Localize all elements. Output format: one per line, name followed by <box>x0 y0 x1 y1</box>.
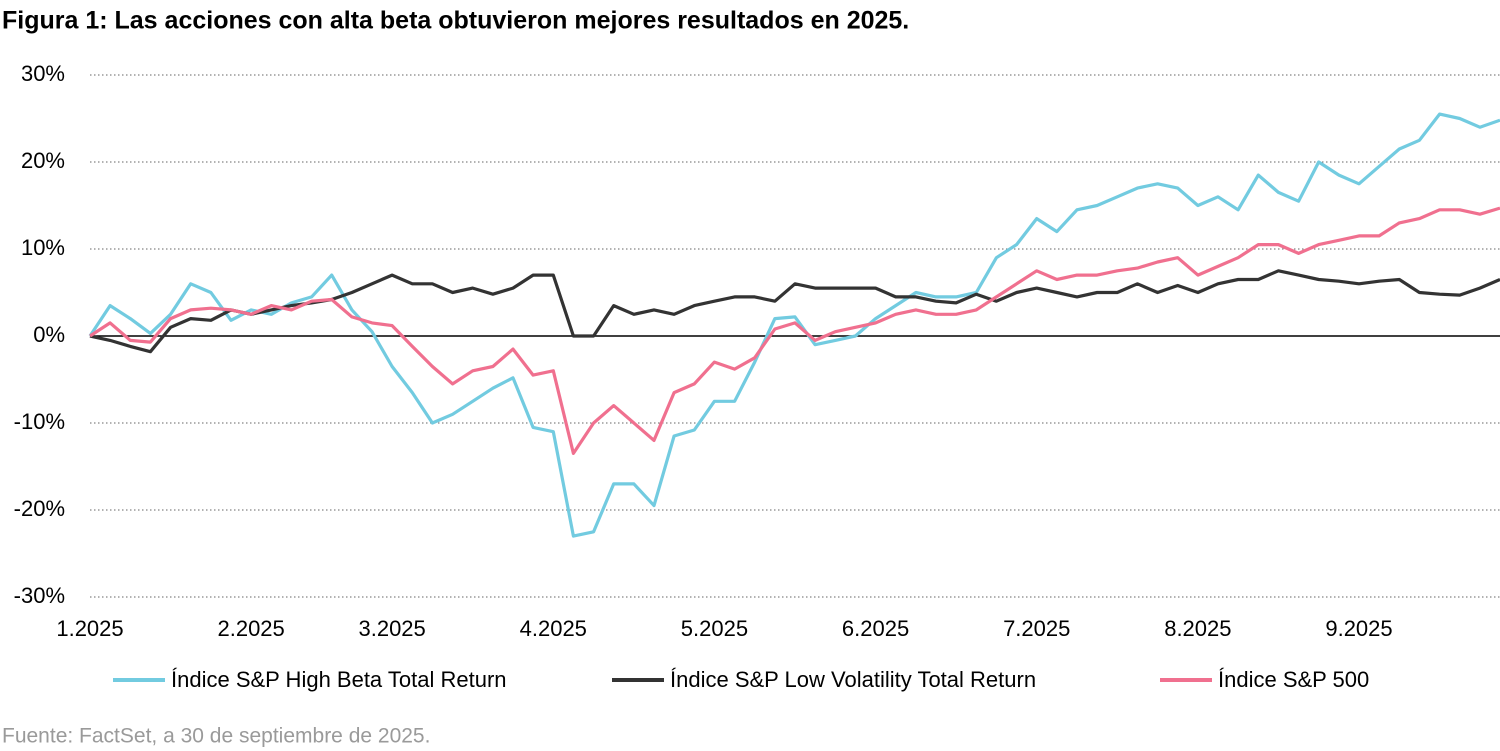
x-tick-label: 7.2025 <box>1003 616 1070 641</box>
x-tick-label: 9.2025 <box>1325 616 1392 641</box>
x-tick-label: 3.2025 <box>358 616 425 641</box>
chart-title: Figura 1: Las acciones con alta beta obt… <box>2 7 909 35</box>
x-tick-label: 1.2025 <box>56 616 123 641</box>
y-tick-label: -30% <box>14 583 65 608</box>
y-tick-label: -20% <box>14 496 65 521</box>
y-tick-label: 0% <box>33 322 65 347</box>
y-tick-label: 30% <box>21 61 65 86</box>
x-tick-label: 2.2025 <box>217 616 284 641</box>
legend-label: Índice S&P Low Volatility Total Return <box>670 667 1036 692</box>
source-note: Fuente: FactSet, a 30 de septiembre de 2… <box>2 725 430 748</box>
x-tick-label: 8.2025 <box>1164 616 1231 641</box>
legend-label: Índice S&P 500 <box>1218 667 1369 692</box>
x-tick-label: 4.2025 <box>520 616 587 641</box>
x-tick-label: 5.2025 <box>681 616 748 641</box>
y-tick-label: -10% <box>14 409 65 434</box>
series-line <box>88 112 1500 538</box>
legend-label: Índice S&P High Beta Total Return <box>171 667 507 692</box>
series-line <box>89 206 1500 455</box>
series-line <box>89 269 1500 354</box>
y-tick-label: 20% <box>21 148 65 173</box>
y-tick-label: 10% <box>21 235 65 260</box>
x-tick-label: 6.2025 <box>842 616 909 641</box>
